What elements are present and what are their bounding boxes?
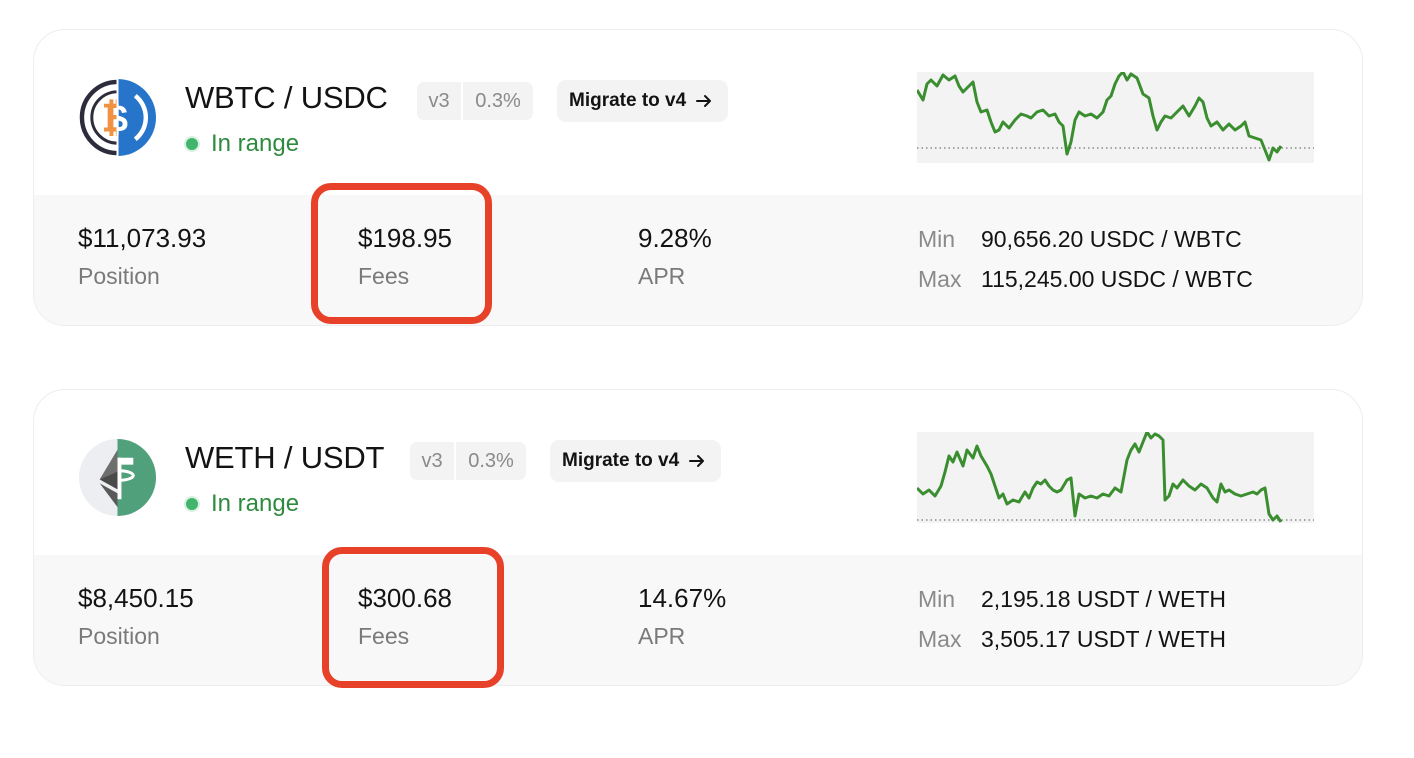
apr-label: APR <box>638 263 686 289</box>
max-price-value: 115,245.00 USDC / WBTC <box>981 266 1253 292</box>
max-price-row: Max 3,505.17 USDT / WETH <box>918 626 1226 666</box>
fee-tier-badge: 0.3% <box>463 82 533 120</box>
fees-stat: $300.68 Fees <box>358 583 452 650</box>
position-stat: $11,073.93 Position <box>78 223 206 290</box>
migrate-to-v4-button[interactable]: Migrate to v4 <box>557 80 729 122</box>
pair-name: WBTC / USDC <box>185 80 388 115</box>
fees-stat: $198.95 Fees <box>358 223 452 290</box>
fees-label: Fees <box>358 263 410 289</box>
position-card-header: ₿ $ WBTC / USDC v3 0.3% Migrate to v4 <box>34 30 1362 195</box>
ethereum-tether-icon <box>78 438 157 517</box>
migrate-button-label: Migrate to v4 <box>562 450 680 471</box>
max-price-label: Max <box>918 266 962 292</box>
svg-text:$: $ <box>107 97 128 139</box>
bitcoin-usdc-icon: ₿ $ <box>78 79 157 156</box>
range-status-label: In range <box>211 490 300 517</box>
position-value: $8,450.15 <box>78 583 194 613</box>
pair-name: WETH / USDT <box>185 440 385 475</box>
min-price-row: Min 90,656.20 USDC / WBTC <box>918 226 1253 266</box>
position-value: $11,073.93 <box>78 223 207 253</box>
arrow-right-icon <box>687 451 707 471</box>
range-status-label: In range <box>211 130 300 157</box>
version-badge: v3 <box>417 82 461 120</box>
wbtc-usdc-pair-logo: ₿ $ <box>78 78 157 157</box>
position-card-wbtc-usdc[interactable]: ₿ $ WBTC / USDC v3 0.3% Migrate to v4 <box>33 29 1363 326</box>
arrow-right-icon <box>694 91 714 111</box>
apr-stat: 14.67% APR <box>638 583 726 650</box>
fee-tier-badge: 0.3% <box>456 442 526 480</box>
pool-badges: v3 0.3% <box>410 442 526 480</box>
max-price-value: 3,505.17 USDT / WETH <box>981 626 1226 652</box>
version-badge: v3 <box>410 442 454 480</box>
price-sparkline <box>917 432 1314 523</box>
position-card-stats <box>34 195 1362 325</box>
position-label: Position <box>78 623 160 649</box>
min-price-row: Min 2,195.18 USDT / WETH <box>918 586 1226 626</box>
min-price-label: Min <box>918 226 956 252</box>
range-status: In range <box>184 130 299 158</box>
position-label: Position <box>78 263 160 289</box>
price-sparkline <box>917 72 1314 163</box>
min-price-value: 2,195.18 USDT / WETH <box>981 586 1226 612</box>
svg-text:₿: ₿ <box>101 96 133 140</box>
apr-value: 9.28% <box>638 223 712 253</box>
pool-badges: v3 0.3% <box>417 82 533 120</box>
status-dot-icon <box>184 496 200 512</box>
fees-value: $198.95 <box>358 223 452 253</box>
status-dot-icon <box>184 136 200 152</box>
apr-label: APR <box>638 623 686 649</box>
weth-usdt-pair-logo <box>78 438 157 517</box>
position-card-stats <box>34 555 1362 685</box>
migrate-to-v4-button[interactable]: Migrate to v4 <box>550 440 722 482</box>
position-stat: $8,450.15 Position <box>78 583 194 650</box>
apr-stat: 9.28% APR <box>638 223 712 290</box>
price-range: Min 90,656.20 USDC / WBTC Max 115,245.00… <box>918 226 1253 306</box>
min-price-label: Min <box>918 586 956 612</box>
price-range: Min 2,195.18 USDT / WETH Max 3,505.17 US… <box>918 586 1226 666</box>
fees-value: $300.68 <box>358 583 452 613</box>
range-status: In range <box>184 490 299 518</box>
min-price-value: 90,656.20 USDC / WBTC <box>981 226 1242 252</box>
max-price-label: Max <box>918 626 962 652</box>
position-card-header: WETH / USDT v3 0.3% Migrate to v4 In ran… <box>34 390 1362 555</box>
fees-label: Fees <box>358 623 410 649</box>
position-card-weth-usdt[interactable]: WETH / USDT v3 0.3% Migrate to v4 In ran… <box>33 389 1363 686</box>
apr-value: 14.67% <box>638 583 727 613</box>
max-price-row: Max 115,245.00 USDC / WBTC <box>918 266 1253 306</box>
migrate-button-label: Migrate to v4 <box>569 90 687 111</box>
